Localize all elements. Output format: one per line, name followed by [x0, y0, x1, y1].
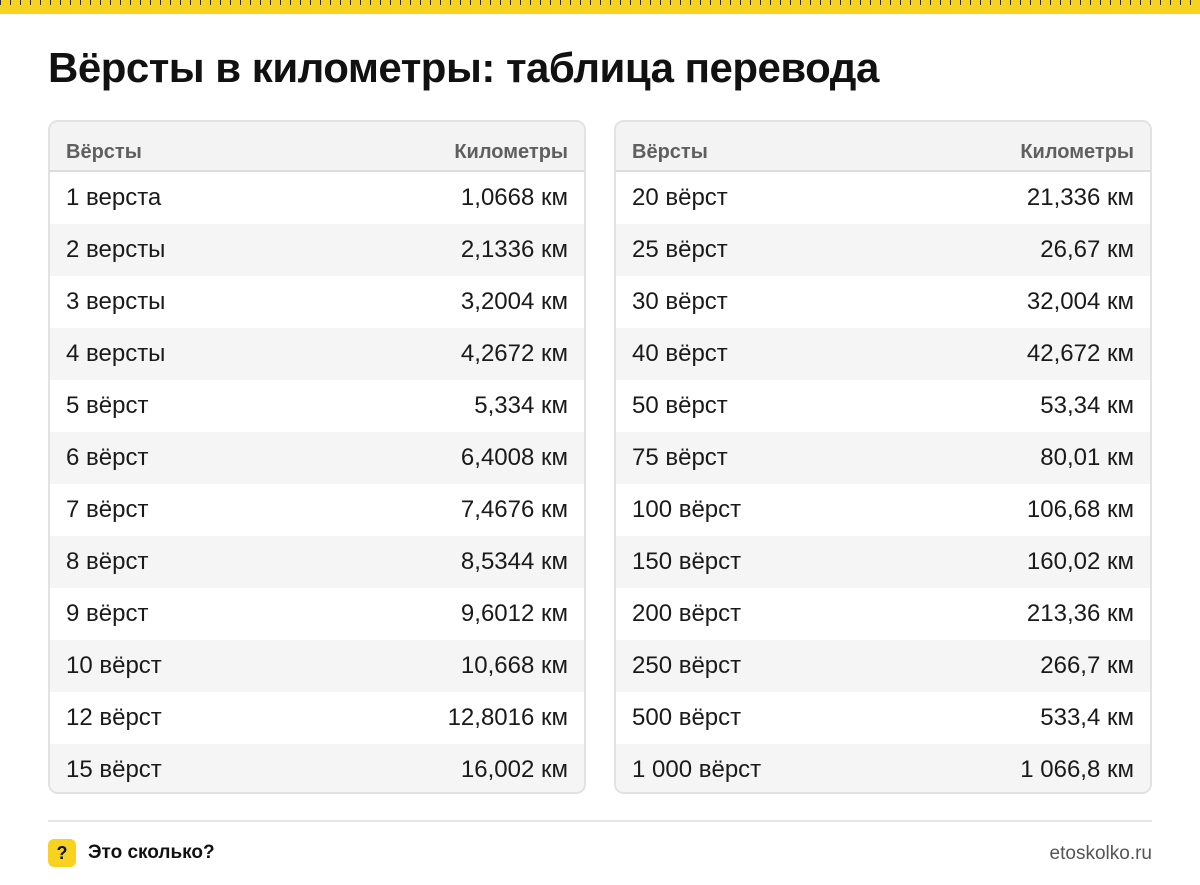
table-row: 15 вёрст 16,002 км: [50, 744, 584, 792]
cell-versts: 7 вёрст: [66, 496, 149, 523]
cell-km: 6,4008 км: [460, 444, 568, 471]
header-km: Километры: [454, 140, 568, 163]
header-versts: Вёрсты: [66, 140, 142, 163]
cell-km: 2,1336 км: [460, 236, 568, 263]
conversion-table-right: Вёрсты Километры 20 вёрст 21,336 км 25 вё…: [614, 120, 1152, 794]
cell-km: 32,004 км: [1026, 288, 1134, 315]
question-mark-logo-icon: ?: [48, 839, 76, 867]
table-row: 3 версты 3,2004 км: [50, 276, 584, 328]
cell-versts: 20 вёрст: [632, 184, 728, 211]
cell-km: 4,2672 км: [460, 340, 568, 367]
table-row: 4 версты 4,2672 км: [50, 328, 584, 380]
cell-versts: 75 вёрст: [632, 444, 728, 471]
cell-km: 26,67 км: [1040, 236, 1134, 263]
cell-versts: 1 верста: [66, 184, 162, 211]
table-row: 50 вёрст 53,34 км: [616, 380, 1150, 432]
cell-versts: 4 версты: [66, 340, 166, 367]
cell-versts: 2 версты: [66, 236, 166, 263]
cell-km: 7,4676 км: [460, 496, 568, 523]
footer-brand: ? Это сколько?: [48, 839, 215, 867]
table-row: 9 вёрст 9,6012 км: [50, 588, 584, 640]
table-row: 1 000 вёрст 1 066,8 км: [616, 744, 1150, 792]
cell-km: 16,002 км: [460, 756, 568, 783]
ruler-top-strip: [0, 0, 1200, 14]
table-row: 12 вёрст 12,8016 км: [50, 692, 584, 744]
cell-versts: 5 вёрст: [66, 392, 149, 419]
cell-versts: 15 вёрст: [66, 756, 162, 783]
cell-km: 8,5344 км: [460, 548, 568, 575]
cell-versts: 3 версты: [66, 288, 166, 315]
conversion-table-left: Вёрсты Километры 1 верста 1,0668 км 2 вер…: [48, 120, 586, 794]
cell-versts: 30 вёрст: [632, 288, 728, 315]
cell-km: 80,01 км: [1040, 444, 1134, 471]
cell-km: 1,0668 км: [460, 184, 568, 211]
cell-km: 53,34 км: [1040, 392, 1134, 419]
cell-versts: 12 вёрст: [66, 704, 162, 731]
cell-versts: 250 вёрст: [632, 652, 742, 679]
brand-name: Это сколько?: [88, 842, 215, 863]
table-row: 8 вёрст 8,5344 км: [50, 536, 584, 588]
table-row: 75 вёрст 80,01 км: [616, 432, 1150, 484]
cell-versts: 100 вёрст: [632, 496, 742, 523]
cell-km: 213,36 км: [1026, 600, 1134, 627]
site-url: etoskolko.ru: [1049, 843, 1152, 864]
cell-versts: 150 вёрст: [632, 548, 742, 575]
table-row: 10 вёрст 10,668 км: [50, 640, 584, 692]
cell-km: 21,336 км: [1026, 184, 1134, 211]
table-body: 1 верста 1,0668 км 2 версты 2,1336 км 3 ве…: [50, 172, 584, 792]
cell-versts: 8 вёрст: [66, 548, 149, 575]
table-row: 500 вёрст 533,4 км: [616, 692, 1150, 744]
footer-divider: [48, 820, 1152, 822]
cell-km: 1 066,8 км: [1020, 756, 1134, 783]
table-row: 1 верста 1,0668 км: [50, 172, 584, 224]
header-versts: Вёрсты: [632, 140, 708, 163]
table-row: 25 вёрст 26,67 км: [616, 224, 1150, 276]
cell-km: 160,02 км: [1026, 548, 1134, 575]
cell-versts: 9 вёрст: [66, 600, 149, 627]
table-row: 2 версты 2,1336 км: [50, 224, 584, 276]
table-row: 6 вёрст 6,4008 км: [50, 432, 584, 484]
cell-versts: 40 вёрст: [632, 340, 728, 367]
table-row: 40 вёрст 42,672 км: [616, 328, 1150, 380]
table-row: 5 вёрст 5,334 км: [50, 380, 584, 432]
table-body: 20 вёрст 21,336 км 25 вёрст 26,67 км 30 вё…: [616, 172, 1150, 792]
cell-km: 533,4 км: [1040, 704, 1134, 731]
cell-versts: 500 вёрст: [632, 704, 742, 731]
cell-versts: 50 вёрст: [632, 392, 728, 419]
cell-km: 9,6012 км: [460, 600, 568, 627]
cell-versts: 1 000 вёрст: [632, 756, 762, 783]
cell-km: 106,68 км: [1026, 496, 1134, 523]
table-row: 100 вёрст 106,68 км: [616, 484, 1150, 536]
cell-versts: 25 вёрст: [632, 236, 728, 263]
table-row: 250 вёрст 266,7 км: [616, 640, 1150, 692]
table-row: 30 вёрст 32,004 км: [616, 276, 1150, 328]
cell-km: 42,672 км: [1026, 340, 1134, 367]
cell-km: 3,2004 км: [460, 288, 568, 315]
table-row: 150 вёрст 160,02 км: [616, 536, 1150, 588]
table-header: Вёрсты Километры: [50, 122, 584, 172]
table-row: 200 вёрст 213,36 км: [616, 588, 1150, 640]
cell-versts: 200 вёрст: [632, 600, 742, 627]
cell-km: 12,8016 км: [447, 704, 568, 731]
table-row: 20 вёрст 21,336 км: [616, 172, 1150, 224]
table-row: 7 вёрст 7,4676 км: [50, 484, 584, 536]
cell-versts: 6 вёрст: [66, 444, 149, 471]
page-title: Вёрсты в километры: таблица перевода: [48, 44, 879, 91]
cell-km: 10,668 км: [460, 652, 568, 679]
header-km: Километры: [1020, 140, 1134, 163]
cell-km: 5,334 км: [474, 392, 568, 419]
cell-km: 266,7 км: [1040, 652, 1134, 679]
table-header: Вёрсты Километры: [616, 122, 1150, 172]
cell-versts: 10 вёрст: [66, 652, 162, 679]
